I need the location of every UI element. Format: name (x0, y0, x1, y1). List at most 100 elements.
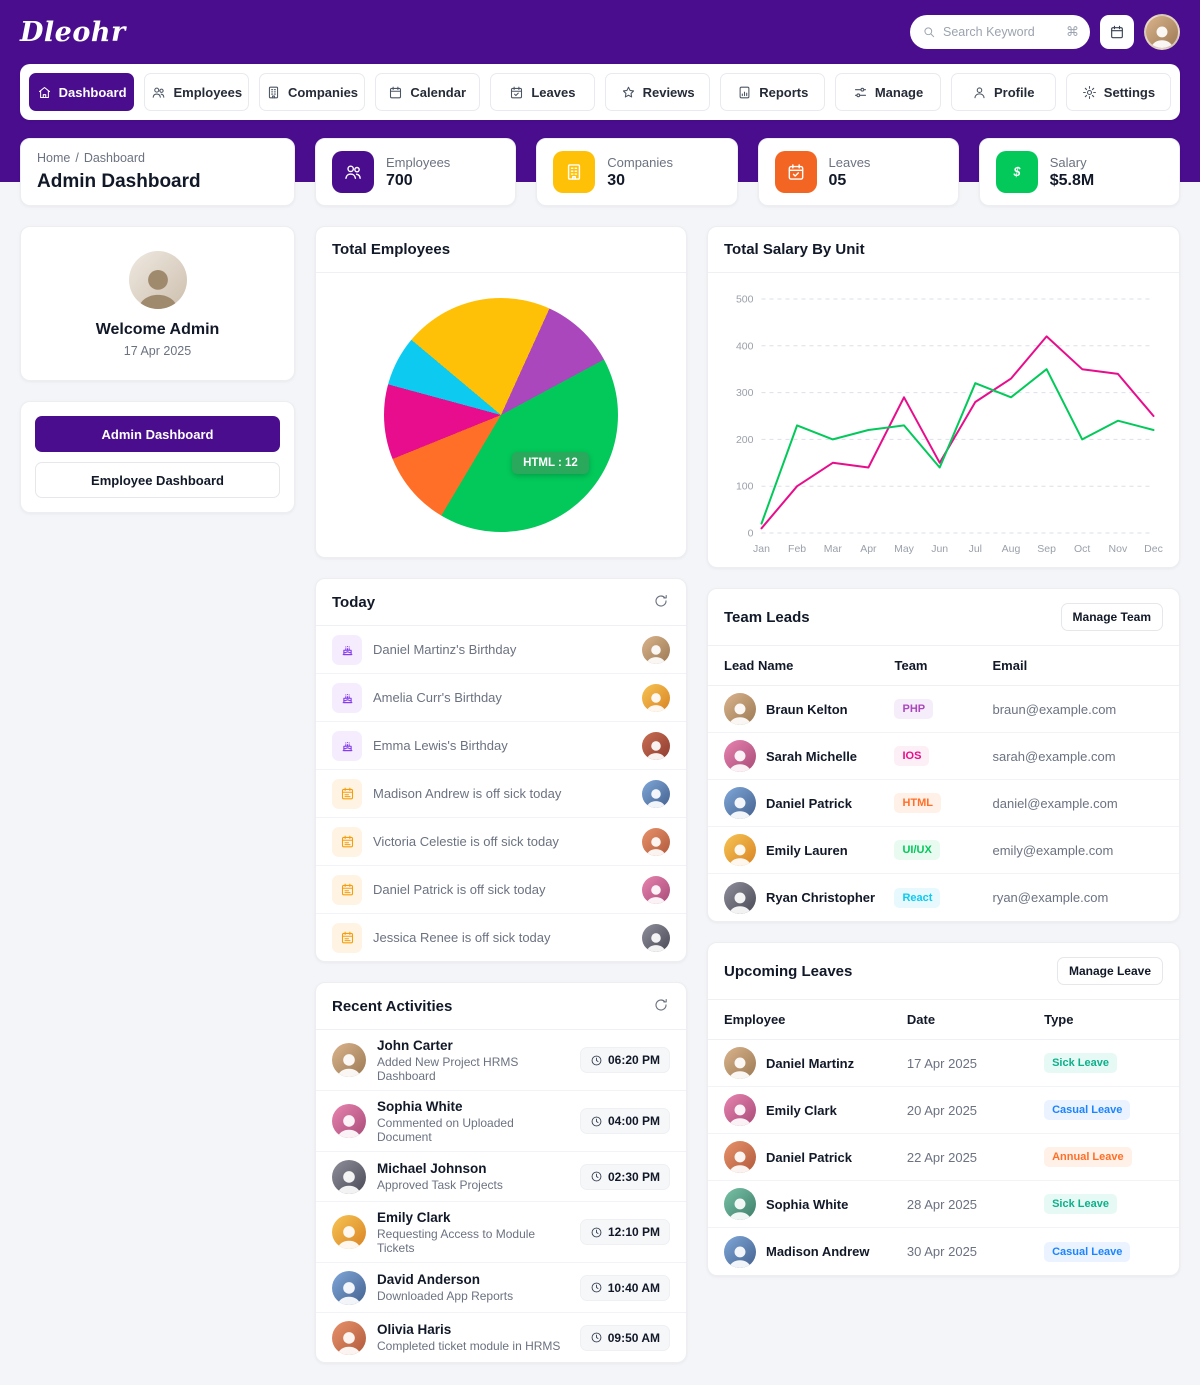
activity-time: 12:10 PM (607, 1225, 660, 1239)
leave-type-badge: Sick Leave (1044, 1194, 1117, 1214)
time-badge: 12:10 PM (579, 1219, 670, 1245)
lead-name: Daniel Patrick (766, 795, 852, 811)
card-title: Upcoming Leaves (724, 962, 853, 980)
nav-item-settings[interactable]: Settings (1065, 73, 1172, 111)
command-key-icon: ⌘ (1066, 24, 1079, 39)
svg-text:Mar: Mar (824, 543, 843, 555)
employee-name: Daniel Martinz (766, 1055, 855, 1071)
refresh-button[interactable] (652, 593, 670, 611)
today-text: Daniel Patrick is off sick today (373, 882, 546, 897)
manage-team-button[interactable]: Manage Team (1060, 603, 1163, 631)
today-list: Daniel Martinz's Birthday Amelia Curr's … (316, 626, 686, 961)
activity-detail: Approved Task Projects (377, 1178, 503, 1192)
sick-calendar-icon (332, 826, 362, 857)
nav-item-calendar[interactable]: Calendar (374, 73, 480, 111)
team-leads-card: Team Leads Manage Team Lead Name Team Em… (707, 588, 1180, 922)
svg-text:Oct: Oct (1074, 543, 1090, 555)
building-icon (564, 162, 584, 182)
svg-text:Sep: Sep (1037, 543, 1056, 555)
card-head: Today (316, 579, 686, 626)
nav-label: Reviews (642, 84, 695, 100)
card-head: Upcoming Leaves Manage Leave (708, 943, 1179, 1000)
nav-item-companies[interactable]: Companies (259, 73, 365, 111)
avatar (642, 827, 670, 856)
activity-detail: Added New Project HRMS Dashboard (377, 1054, 519, 1083)
avatar (642, 731, 670, 760)
stat-label: Leaves (828, 154, 871, 170)
nav-item-employees[interactable]: Employees (144, 73, 250, 111)
user-avatar[interactable] (1144, 14, 1180, 50)
table-row: Daniel Patrick 22 Apr 2025 Annual Leave (708, 1134, 1179, 1181)
avatar (724, 740, 756, 772)
person-icon (332, 1275, 366, 1305)
calendar-quick-button[interactable] (1100, 15, 1134, 49)
today-text: Victoria Celestie is off sick today (373, 834, 559, 849)
refresh-button[interactable] (652, 997, 670, 1015)
today-text: Jessica Renee is off sick today (373, 930, 551, 945)
person-icon (642, 639, 670, 664)
avatar (332, 1043, 366, 1077)
list-item: Emily Clark Requesting Access to Module … (316, 1202, 686, 1263)
search-box[interactable]: ⌘ (910, 15, 1090, 49)
col-date: Date (906, 1012, 936, 1027)
dollar-icon: $ (1007, 162, 1027, 182)
leaves-stat-icon (774, 151, 817, 193)
nav-item-manage[interactable]: Manage (835, 73, 941, 111)
nav-label: Dashboard (58, 84, 127, 100)
main-nav: Dashboard Employees Companies Calendar L… (20, 64, 1180, 120)
nav-item-leaves[interactable]: Leaves (489, 73, 596, 111)
activity-name: Emily Clark (377, 1209, 451, 1225)
nav-item-profile[interactable]: Profile (950, 73, 1056, 111)
card-head: Team Leads Manage Team (708, 589, 1179, 646)
nav-label: Reports (759, 84, 809, 100)
time-badge: 10:40 AM (579, 1274, 670, 1301)
breadcrumb-home-link[interactable]: Home (37, 151, 71, 165)
nav-label: Companies (287, 84, 359, 100)
admin-dashboard-button[interactable]: Admin Dashboard (35, 416, 280, 452)
today-text: Madison Andrew is off sick today (373, 786, 562, 801)
lead-name: Braun Kelton (766, 701, 848, 717)
card-head: Total Salary By Unit (708, 227, 1179, 273)
list-item: Michael Johnson Approved Task Projects 0… (316, 1152, 686, 1202)
activity-detail: Commented on Uploaded Document (377, 1115, 514, 1144)
person-icon (724, 1192, 756, 1220)
person-icon (724, 1240, 756, 1268)
sick-calendar-icon (332, 874, 362, 905)
sliders-icon (853, 85, 868, 100)
avatar (724, 1094, 756, 1126)
activity-time: 04:00 PM (607, 1114, 660, 1128)
nav-item-reviews[interactable]: Reviews (605, 73, 711, 111)
person-icon (642, 687, 670, 712)
table-row: Sarah Michelle IOS sarah@example.com (708, 733, 1179, 780)
stat-label: Companies (607, 154, 674, 170)
stat-card-salary: $ Salary $5.8M (978, 138, 1180, 206)
nav-label: Employees (173, 84, 243, 100)
employee-dashboard-button[interactable]: Employee Dashboard (35, 462, 280, 498)
nav-item-reports[interactable]: Reports (720, 73, 826, 111)
avatar (332, 1270, 366, 1305)
activity-detail: Downloaded App Reports (377, 1289, 514, 1303)
card-title: Total Employees (332, 241, 451, 258)
activity-name: David Anderson (377, 1272, 481, 1287)
card-title: Total Salary By Unit (724, 241, 865, 258)
svg-text:200: 200 (736, 434, 754, 446)
nav-item-dashboard[interactable]: Dashboard (29, 73, 135, 111)
manage-leave-button[interactable]: Manage Leave (1056, 957, 1163, 985)
person-icon (332, 1048, 366, 1077)
table-row: Braun Kelton PHP braun@example.com (708, 686, 1179, 733)
today-text: Daniel Martinz's Birthday (373, 642, 517, 657)
activity-time: 06:20 PM (607, 1053, 660, 1067)
svg-text:Apr: Apr (860, 543, 877, 555)
person-icon (1146, 20, 1178, 48)
person-icon (129, 259, 187, 309)
svg-text:Feb: Feb (788, 543, 806, 555)
stat-card-leaves: Leaves 05 (757, 138, 959, 206)
users-icon (343, 162, 363, 182)
card-title: Team Leads (724, 608, 810, 626)
page-title: Admin Dashboard (37, 171, 201, 192)
upcoming-leaves-card: Upcoming Leaves Manage Leave Employee Da… (707, 942, 1180, 1276)
stats-row: Home / Dashboard Admin Dashboard Employe… (20, 138, 1180, 206)
search-input[interactable] (943, 25, 1059, 39)
lead-email: emily@example.com (992, 842, 1114, 858)
stat-label: Employees (386, 154, 451, 170)
